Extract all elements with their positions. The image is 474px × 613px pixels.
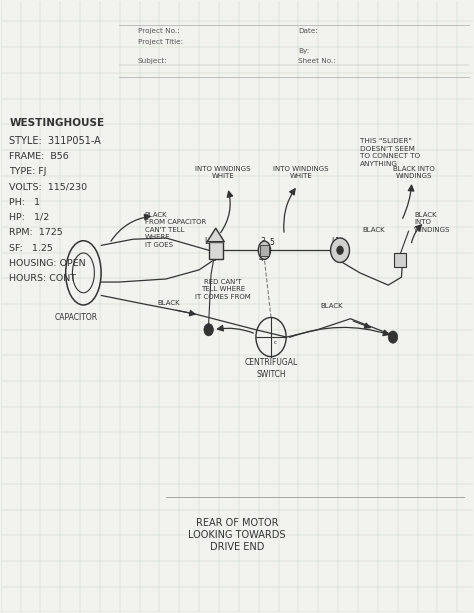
Text: By:: By: — [299, 48, 310, 55]
FancyBboxPatch shape — [209, 242, 223, 259]
Text: HOUSING: OPEN: HOUSING: OPEN — [9, 259, 86, 268]
Text: BLACK INTO
WINDINGS: BLACK INTO WINDINGS — [393, 166, 435, 180]
Text: BLACK
FROM CAPACITOR
CAN'T TELL
WHERE
IT GOES: BLACK FROM CAPACITOR CAN'T TELL WHERE IT… — [145, 211, 206, 248]
Text: L2: L2 — [204, 237, 213, 246]
Circle shape — [337, 246, 343, 254]
FancyBboxPatch shape — [394, 253, 406, 267]
Text: VOLTS:  115/230: VOLTS: 115/230 — [9, 182, 87, 191]
Text: CENTRIFUGAL
SWITCH: CENTRIFUGAL SWITCH — [245, 359, 298, 379]
Text: HP:   1/2: HP: 1/2 — [9, 213, 49, 222]
Text: HOURS: CONT: HOURS: CONT — [9, 274, 76, 283]
Circle shape — [388, 331, 398, 343]
Text: Date:: Date: — [299, 28, 319, 34]
Text: Subject:: Subject: — [138, 58, 167, 64]
Text: c: c — [273, 340, 276, 345]
Text: BLACK: BLACK — [157, 300, 180, 306]
Text: CAPACITOR: CAPACITOR — [55, 313, 98, 322]
Text: 5: 5 — [269, 238, 274, 247]
Text: RED CAN'T
TELL WHERE
IT COMES FROM: RED CAN'T TELL WHERE IT COMES FROM — [195, 279, 251, 300]
Text: BLACK
INTO
WINDINGS: BLACK INTO WINDINGS — [414, 211, 451, 233]
Text: REAR OF MOTOR
LOOKING TOWARDS
DRIVE END: REAR OF MOTOR LOOKING TOWARDS DRIVE END — [188, 517, 286, 552]
Text: 2: 2 — [211, 254, 216, 264]
Text: FRAME:  B56: FRAME: B56 — [9, 152, 69, 161]
FancyBboxPatch shape — [260, 245, 269, 256]
Polygon shape — [207, 228, 224, 242]
Text: PH:   1: PH: 1 — [9, 197, 40, 207]
Ellipse shape — [258, 241, 271, 259]
Text: WESTINGHOUSE: WESTINGHOUSE — [9, 118, 104, 128]
Text: L1: L1 — [331, 237, 340, 246]
Text: Sheet No.:: Sheet No.: — [299, 58, 336, 64]
Text: BLACK: BLACK — [362, 227, 385, 233]
Text: 1: 1 — [215, 242, 219, 251]
Text: 4: 4 — [258, 254, 263, 264]
Text: STYLE:  311P051-A: STYLE: 311P051-A — [9, 136, 101, 146]
Text: BLACK: BLACK — [320, 303, 343, 310]
Text: TYPE: FJ: TYPE: FJ — [9, 167, 47, 176]
Text: Project No.:: Project No.: — [138, 28, 179, 34]
Text: SF:   1.25: SF: 1.25 — [9, 243, 53, 253]
Text: RPM:  1725: RPM: 1725 — [9, 228, 63, 237]
Text: INTO WINDINGS
WHITE: INTO WINDINGS WHITE — [273, 166, 328, 180]
Text: INTO WINDINGS
WHITE: INTO WINDINGS WHITE — [195, 166, 251, 180]
Text: 3: 3 — [260, 237, 265, 246]
Circle shape — [330, 238, 349, 262]
Text: Project Title:: Project Title: — [138, 39, 183, 45]
Circle shape — [204, 324, 213, 336]
Text: THIS "SLIDER"
DOESN'T SEEM
TO CONNECT TO
ANYTHING: THIS "SLIDER" DOESN'T SEEM TO CONNECT TO… — [360, 139, 420, 167]
